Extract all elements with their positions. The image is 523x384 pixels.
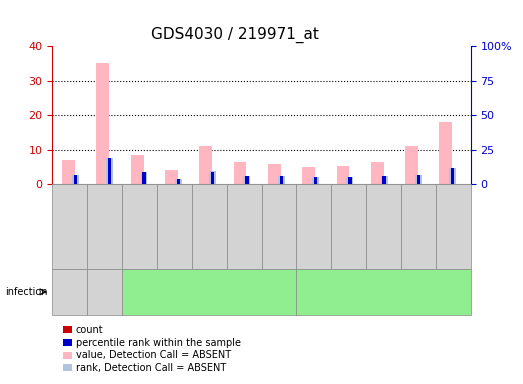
Bar xyxy=(382,176,386,184)
Text: GSM345271: GSM345271 xyxy=(170,204,179,250)
Bar xyxy=(72,175,79,184)
Text: GSM345268: GSM345268 xyxy=(65,204,74,250)
Bar xyxy=(371,162,384,184)
Bar xyxy=(209,171,216,184)
Bar xyxy=(346,177,353,184)
Bar xyxy=(451,168,454,184)
Bar xyxy=(348,177,351,184)
Bar xyxy=(234,162,246,184)
Bar xyxy=(417,175,420,184)
Text: GSM345270: GSM345270 xyxy=(135,204,144,250)
Text: negativ
e control: negativ e control xyxy=(89,285,120,298)
Bar xyxy=(336,166,349,184)
Bar xyxy=(106,158,113,184)
Text: GSM345274: GSM345274 xyxy=(275,204,283,250)
Text: percentile rank within the sample: percentile rank within the sample xyxy=(76,338,241,348)
Text: GSM345269: GSM345269 xyxy=(100,204,109,250)
Bar xyxy=(439,122,452,184)
Bar xyxy=(62,160,75,184)
Text: rank, Detection Call = ABSENT: rank, Detection Call = ABSENT xyxy=(76,363,226,373)
Text: GSM345272: GSM345272 xyxy=(204,204,214,250)
Text: GSM345273: GSM345273 xyxy=(240,204,248,250)
Bar xyxy=(96,63,109,184)
Text: GSM345279: GSM345279 xyxy=(449,204,458,250)
Text: GSM345278: GSM345278 xyxy=(414,204,423,250)
Text: GSM345276: GSM345276 xyxy=(344,204,353,250)
Bar xyxy=(175,179,182,184)
Text: positive
control: positive control xyxy=(56,285,84,298)
Text: S. aureus from nares of healthy
carriers: S. aureus from nares of healthy carriers xyxy=(328,285,439,298)
Bar xyxy=(165,170,178,184)
Text: GSM345275: GSM345275 xyxy=(309,204,319,250)
Bar xyxy=(131,155,144,184)
Bar xyxy=(314,177,317,184)
Bar xyxy=(74,175,77,184)
Bar xyxy=(142,172,146,184)
Bar xyxy=(312,177,319,184)
Text: S. aureus from blood of septic patient: S. aureus from blood of septic patient xyxy=(143,289,275,295)
Bar xyxy=(245,176,248,184)
Bar xyxy=(244,176,251,184)
Text: infection: infection xyxy=(5,287,48,297)
Bar xyxy=(278,176,285,184)
Bar xyxy=(141,172,147,184)
Bar xyxy=(211,172,214,184)
Text: GSM345277: GSM345277 xyxy=(379,204,388,250)
Bar xyxy=(302,167,315,184)
Text: GDS4030 / 219971_at: GDS4030 / 219971_at xyxy=(152,27,319,43)
Text: value, Detection Call = ABSENT: value, Detection Call = ABSENT xyxy=(76,350,231,360)
Bar xyxy=(415,175,422,184)
Text: count: count xyxy=(76,325,104,335)
Bar xyxy=(279,176,283,184)
Bar xyxy=(449,168,456,184)
Bar xyxy=(268,164,281,184)
Bar xyxy=(199,146,212,184)
Bar xyxy=(177,179,180,184)
Bar xyxy=(405,146,418,184)
Bar xyxy=(108,158,111,184)
Bar xyxy=(381,176,388,184)
